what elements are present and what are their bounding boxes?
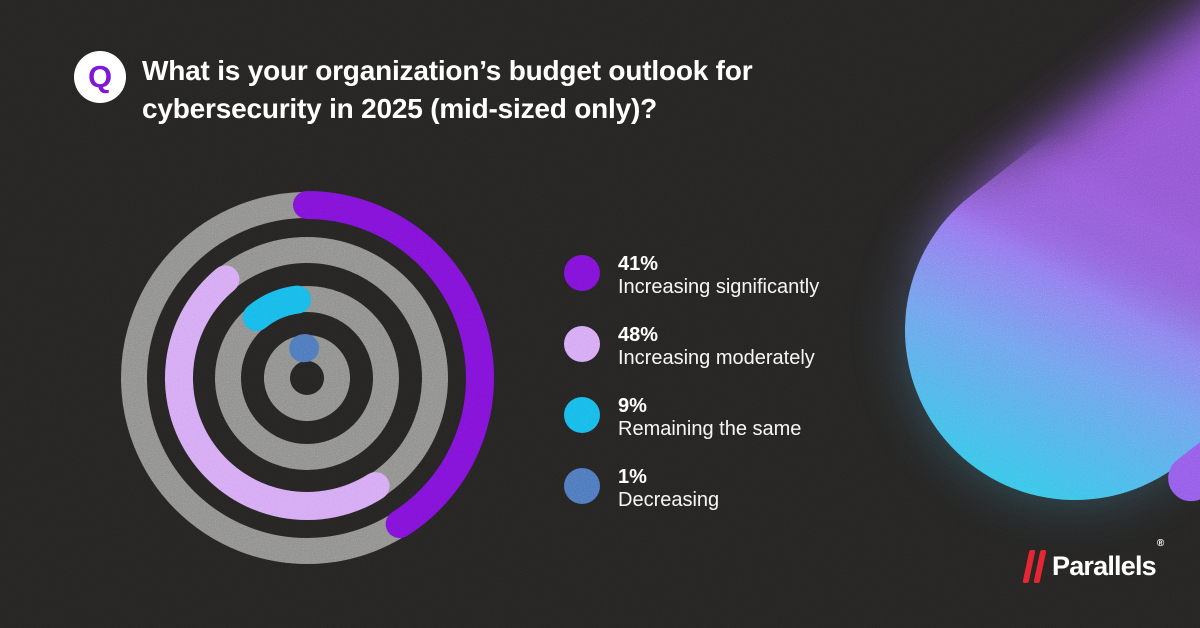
legend-dot-remaining-the-same xyxy=(564,397,600,433)
radial-chart-svg xyxy=(121,191,494,564)
page-title-line-1: What is your organization’s budget outlo… xyxy=(142,55,753,86)
legend-item: 9% Remaining the same xyxy=(564,395,819,440)
value-arc-remaining-the-same xyxy=(242,285,312,332)
gradient-blob xyxy=(904,0,1200,502)
legend-label: Remaining the same xyxy=(618,418,802,440)
question-badge: Q xyxy=(74,51,126,103)
logo-wordmark: Parallels® xyxy=(1052,538,1164,582)
legend-label: Increasing significantly xyxy=(618,276,820,298)
blob-pill xyxy=(1168,372,1200,502)
question-badge-letter: Q xyxy=(87,59,113,94)
legend-item: 48% Increasing moderately xyxy=(564,324,819,369)
legend-item: 1% Decreasing xyxy=(564,466,819,511)
blob-haze xyxy=(904,0,1200,500)
legend-value: 1% xyxy=(618,466,647,488)
blob-capsule xyxy=(904,0,1200,500)
center-dot xyxy=(293,364,321,392)
legend-label: Increasing moderately xyxy=(618,347,815,369)
page-title: What is your organization’s budget outlo… xyxy=(142,52,753,128)
radial-chart xyxy=(87,158,527,598)
registered-mark: ® xyxy=(1156,538,1164,549)
parallels-bars-icon xyxy=(1022,549,1047,583)
legend-item: 41% Increasing significantly xyxy=(564,253,819,298)
legend-dot-increasing-significantly xyxy=(564,255,600,291)
legend-dot-increasing-moderately xyxy=(564,326,600,362)
legend-value: 9% xyxy=(618,395,647,417)
legend-value: 41% xyxy=(618,253,659,275)
page-title-line-2: cybersecurity in 2025 (mid-sized only)? xyxy=(142,93,658,124)
chart-legend: 41% Increasing significantly 48% Increas… xyxy=(564,253,819,511)
parallels-logo: Parallels® xyxy=(1022,538,1164,584)
legend-value: 48% xyxy=(618,324,659,346)
legend-dot-decreasing xyxy=(564,468,600,504)
legend-label: Decreasing xyxy=(618,489,720,511)
